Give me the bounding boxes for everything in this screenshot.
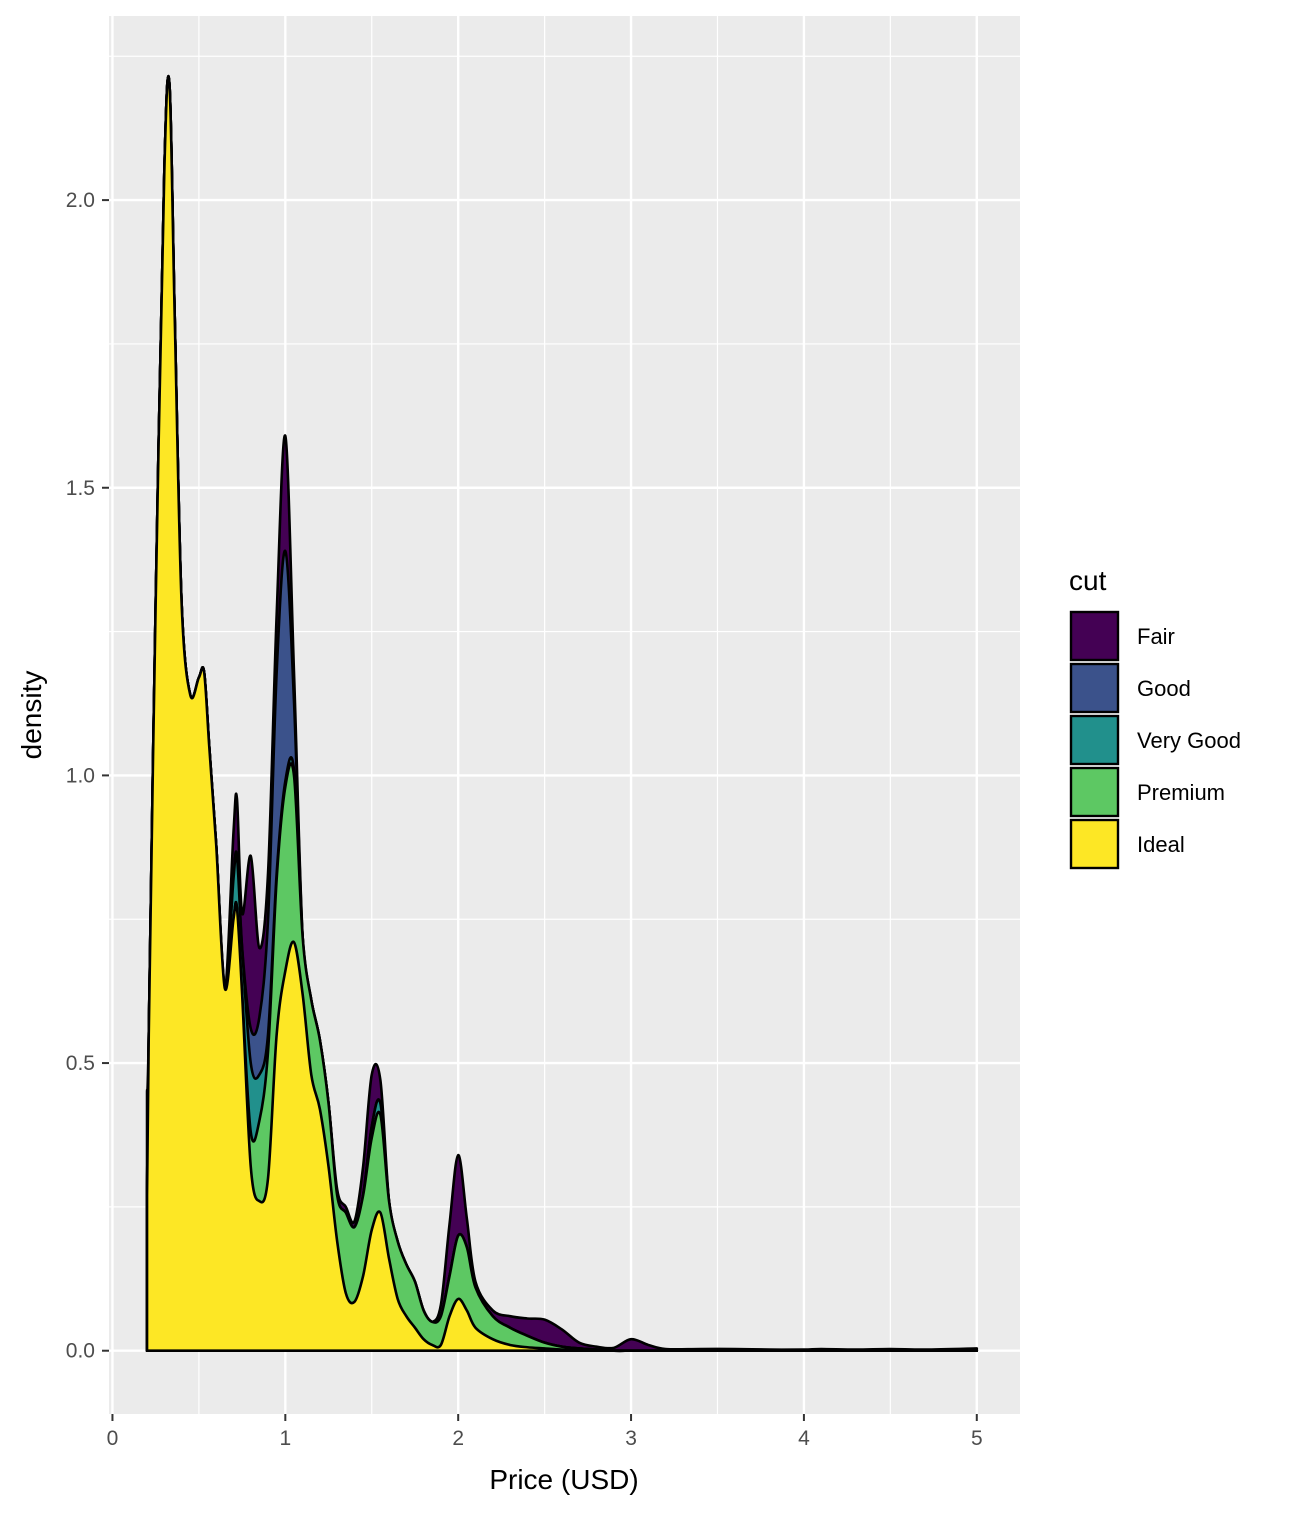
legend-label-good: Good <box>1137 676 1191 701</box>
legend-key-fair <box>1069 610 1120 662</box>
y-tick-label: 2.0 <box>66 189 95 212</box>
legend-items: Fair Good Very Good Premium Ideal <box>1069 610 1241 870</box>
y-tick-label: 1.5 <box>66 477 95 500</box>
legend-label-premium: Premium <box>1137 780 1225 805</box>
legend: cut Fair Good Very Good Premium Ideal <box>1069 565 1241 870</box>
legend-label-very-good: Very Good <box>1137 728 1241 753</box>
area-ideal <box>145 74 979 1353</box>
legend-label-ideal: Ideal <box>1137 832 1185 857</box>
y-tick-label: 1.0 <box>66 764 95 787</box>
density-areas <box>145 74 979 1353</box>
x-tick-label: 3 <box>625 1427 637 1450</box>
legend-label-fair: Fair <box>1137 624 1175 649</box>
x-axis: 0 1 2 3 4 5 <box>107 1414 983 1450</box>
legend-key-ideal <box>1069 818 1120 870</box>
legend-key-very-good <box>1069 714 1120 766</box>
x-axis-title: Price (USD) <box>489 1464 638 1495</box>
y-axis-title: density <box>16 671 47 760</box>
legend-title: cut <box>1069 565 1107 596</box>
y-axis: 0.0 0.5 1.0 1.5 2.0 <box>66 189 109 1363</box>
x-tick-label: 2 <box>452 1427 464 1450</box>
x-tick-label: 4 <box>798 1427 810 1450</box>
x-tick-label: 1 <box>279 1427 291 1450</box>
x-tick-label: 0 <box>107 1427 119 1450</box>
legend-key-good <box>1069 662 1120 714</box>
x-tick-label: 5 <box>971 1427 983 1450</box>
legend-key-premium <box>1069 766 1120 818</box>
y-tick-label: 0.5 <box>66 1052 95 1075</box>
y-tick-label: 0.0 <box>66 1340 95 1363</box>
